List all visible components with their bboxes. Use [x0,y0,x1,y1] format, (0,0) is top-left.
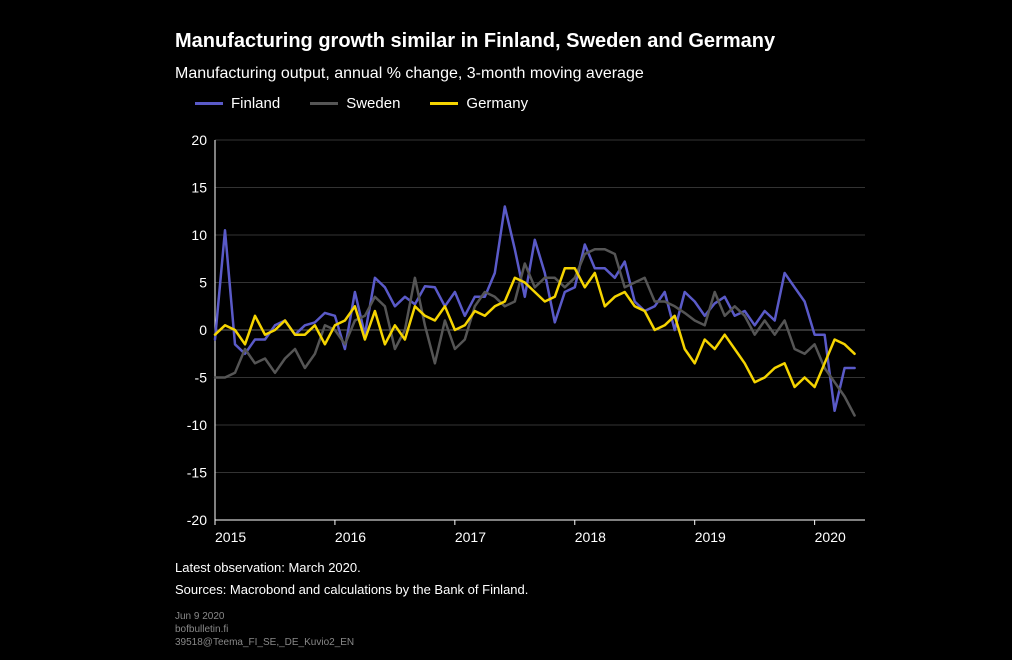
legend-item: Sweden [310,95,400,112]
svg-text:2016: 2016 [335,529,366,545]
legend-swatch-sweden [310,102,338,105]
legend-item: Finland [195,95,280,112]
svg-text:2017: 2017 [455,529,486,545]
svg-text:-20: -20 [187,512,207,528]
chart-title: Manufacturing growth similar in Finland,… [175,30,775,53]
sources: Sources: Macrobond and calculations by t… [175,582,528,597]
svg-text:5: 5 [199,275,207,291]
chart-subtitle: Manufacturing output, annual % change, 3… [175,65,644,83]
legend: Finland Sweden Germany [195,95,528,112]
svg-text:15: 15 [191,180,207,196]
legend-label: Sweden [346,95,400,112]
svg-text:-10: -10 [187,417,207,433]
legend-label: Germany [466,95,528,112]
legend-label: Finland [231,95,280,112]
svg-text:2019: 2019 [695,529,726,545]
meta-block: Jun 9 2020 bofbulletin.fi 39518@Teema_FI… [175,610,354,649]
meta-date: Jun 9 2020 [175,610,354,623]
svg-text:20: 20 [191,132,207,148]
line-chart: -20 -15 -10 -5 0 5 10 15 20 2015 2016 2017 2018 2019 2… [175,130,875,550]
legend-swatch-finland [195,102,223,105]
meta-id: 39518@Teema_FI_SE,_DE_Kuvio2_EN [175,636,354,649]
svg-text:10: 10 [191,227,207,243]
legend-item: Germany [430,95,528,112]
svg-text:-5: -5 [195,370,208,386]
svg-text:0: 0 [199,322,207,338]
svg-text:2018: 2018 [575,529,606,545]
svg-text:2015: 2015 [215,529,246,545]
footnote: Latest observation: March 2020. [175,560,361,575]
svg-text:-15: -15 [187,465,207,481]
legend-swatch-germany [430,102,458,105]
meta-site: bofbulletin.fi [175,623,354,636]
svg-text:2020: 2020 [815,529,846,545]
